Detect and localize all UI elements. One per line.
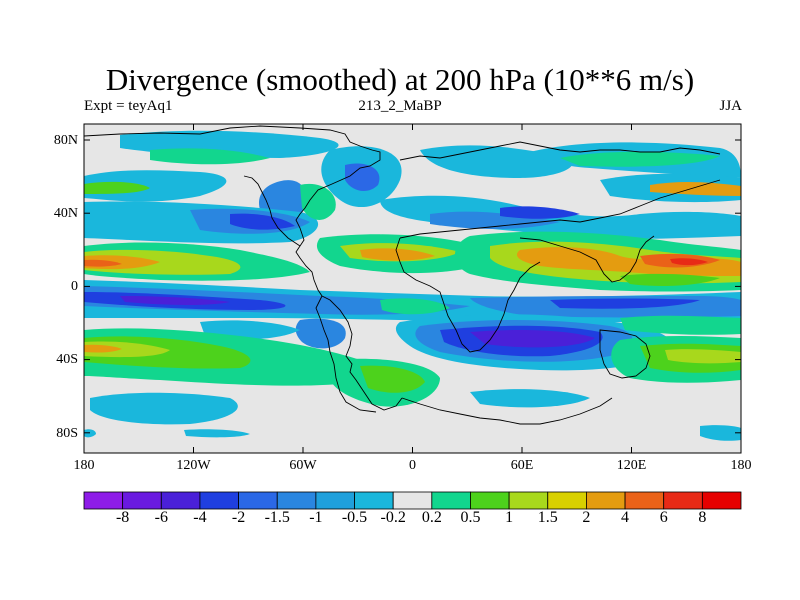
- x-tick-label: 180: [730, 458, 752, 473]
- field-region: [470, 389, 590, 408]
- field-region: [84, 170, 227, 202]
- colorbar-label: 6: [659, 509, 668, 526]
- chart-title: Divergence (smoothed) at 200 hPa (10**6 …: [105, 62, 695, 97]
- y-tick-label: 40N: [53, 206, 78, 221]
- colorbar: [83, 491, 742, 510]
- field-region: [470, 330, 595, 348]
- field-region: [90, 392, 238, 425]
- x-tick-label: 60E: [510, 458, 534, 473]
- coastlines: [83, 125, 721, 425]
- colorbar-label: -1.5: [264, 509, 290, 526]
- coastline-europe-africa: [399, 141, 721, 161]
- experiment-label: Expt = teyAq1: [84, 98, 173, 114]
- colorbar-swatch: [354, 491, 394, 510]
- field-region: [516, 247, 741, 276]
- colorbar-swatch: [431, 491, 471, 510]
- colorbar-swatch: [392, 491, 433, 510]
- coastline-south-america: [321, 295, 403, 411]
- coastline-australia: [599, 329, 651, 379]
- map-plot-area: [83, 123, 742, 454]
- field-region: [84, 259, 122, 267]
- field-region: [84, 344, 122, 353]
- field-region: [300, 183, 336, 220]
- y-tick-label: 0: [71, 279, 78, 294]
- colorbar-label: -6: [154, 509, 168, 526]
- field-region: [360, 365, 425, 393]
- colorbar-label: 0.2: [421, 509, 442, 526]
- field-region: [665, 349, 741, 364]
- field-region: [620, 273, 720, 286]
- x-tick-label: 180: [73, 458, 95, 473]
- colorbar-label: 1: [505, 509, 514, 526]
- coastline-mediterranean: [399, 179, 721, 239]
- season-label: JJA: [719, 98, 742, 114]
- field-region: [620, 315, 741, 335]
- colorbar-swatch: [199, 491, 239, 510]
- colorbar-label: -2: [231, 509, 246, 526]
- colorbar-swatch: [586, 491, 626, 510]
- y-tick-label: 80N: [53, 133, 78, 148]
- field-region: [550, 298, 700, 309]
- colorbar-label: -1: [309, 509, 323, 526]
- colorbar-swatch: [276, 491, 317, 510]
- field-region: [380, 298, 450, 315]
- field-region: [670, 258, 708, 266]
- colorbar-swatch: [160, 491, 201, 510]
- colorbar-swatch: [83, 491, 124, 510]
- divergence-field: [84, 130, 741, 441]
- run-label: 213_2_MaBP: [358, 98, 442, 114]
- colorbar-swatch: [470, 491, 510, 510]
- field-region: [295, 318, 346, 349]
- field-region: [430, 211, 560, 229]
- field-region: [345, 163, 380, 192]
- colorbar-swatch: [624, 491, 665, 510]
- field-region: [120, 296, 230, 305]
- field-region: [560, 151, 720, 167]
- coastline-south-america-west: [315, 295, 377, 413]
- y-tick-label: 80S: [56, 426, 78, 441]
- axis-ticks: [83, 124, 742, 453]
- colorbar-label: -4: [193, 509, 207, 526]
- colorbar-label: -8: [115, 509, 130, 526]
- colorbar-swatch: [315, 491, 355, 510]
- colorbar-label: 8: [698, 509, 707, 526]
- colorbar-label: 1.5: [537, 509, 558, 526]
- colorbar-swatch: [508, 491, 549, 510]
- colorbar-label: 2: [582, 509, 591, 526]
- colorbar-swatch: [701, 491, 742, 510]
- coastline-asia: [519, 235, 655, 283]
- colorbar-swatch: [547, 491, 587, 510]
- colorbar-label: -0.2: [380, 509, 406, 526]
- field-region: [84, 181, 150, 194]
- field-region: [230, 213, 295, 230]
- x-tick-label: 60W: [289, 458, 317, 473]
- colorbar-swatch: [663, 491, 703, 510]
- coastline-north-america-west: [243, 175, 301, 247]
- x-tick-label: 120W: [176, 458, 211, 473]
- field-region: [84, 341, 170, 358]
- colorbar-swatch: [122, 491, 162, 510]
- field-region: [700, 425, 741, 441]
- colorbar-label: 0.5: [460, 509, 481, 526]
- x-tick-label: 120E: [616, 458, 647, 473]
- coastline-north-america: [83, 125, 381, 297]
- colorbar-swatch: [238, 491, 278, 510]
- field-region: [500, 206, 580, 219]
- field-region: [184, 429, 250, 438]
- x-tick-label: 0: [409, 458, 416, 473]
- coastline-africa-west: [395, 237, 541, 353]
- colorbar-label: 4: [621, 509, 630, 526]
- colorbar-label: -0.5: [341, 509, 368, 526]
- field-region: [650, 182, 741, 196]
- field-region: [150, 148, 270, 165]
- coastline-antarctica: [401, 397, 613, 425]
- y-tick-label: 40S: [56, 352, 78, 367]
